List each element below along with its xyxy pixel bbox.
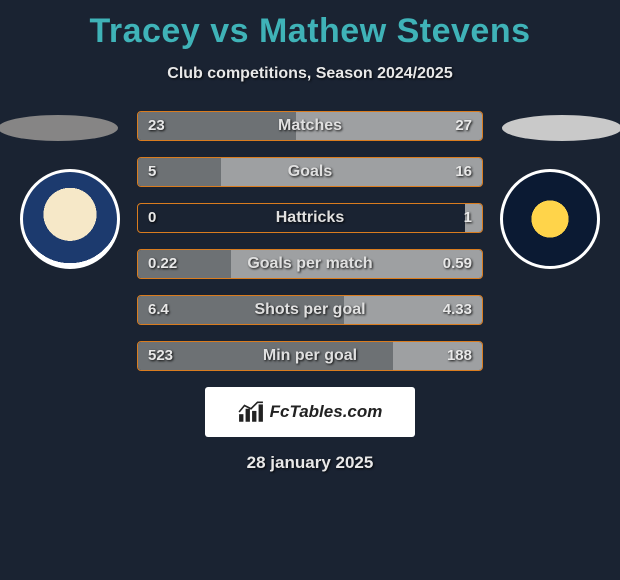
vs-text: vs	[210, 12, 249, 50]
stat-bar: Goals5 16	[137, 157, 483, 187]
subtitle: Club competitions, Season 2024/2025	[0, 65, 620, 83]
page-title: Tracey vs Mathew Stevens	[0, 0, 620, 51]
player1-name: Tracey	[89, 12, 200, 50]
bar-label: Goals	[138, 158, 482, 186]
bar-label: Matches	[138, 112, 482, 140]
bar-label: Shots per goal	[138, 296, 482, 324]
club-badge-right	[500, 169, 600, 269]
watermark: FcTables.com	[205, 387, 415, 437]
stat-bar: Hattricks0 1	[137, 203, 483, 233]
bar-value-right: 27	[445, 112, 482, 140]
chart-icon	[238, 401, 264, 423]
stat-bar: Matches23 27	[137, 111, 483, 141]
stat-bars-container: Matches23 27 Goals5 16 Hattricks0 1 Goals per …	[137, 111, 483, 371]
ellipse-right	[502, 115, 620, 141]
player2-name: Mathew Stevens	[259, 12, 531, 50]
date-text: 28 january 2025	[0, 453, 620, 473]
club-badge-left	[20, 169, 120, 269]
bar-value-left: 523	[138, 342, 183, 370]
bar-label: Goals per match	[138, 250, 482, 278]
content-area: Matches23 27 Goals5 16 Hattricks0 1 Goals per …	[0, 111, 620, 473]
bar-value-right: 188	[437, 342, 482, 370]
stat-bar: Goals per match0.22 0.59	[137, 249, 483, 279]
bar-label: Hattricks	[138, 204, 482, 232]
watermark-text: FcTables.com	[270, 402, 383, 422]
bar-value-right: 0.59	[433, 250, 482, 278]
stat-bar: Min per goal523 188	[137, 341, 483, 371]
bar-value-left: 23	[138, 112, 175, 140]
bar-label: Min per goal	[138, 342, 482, 370]
bar-value-left: 6.4	[138, 296, 179, 324]
bar-value-left: 0	[138, 204, 166, 232]
ellipse-left	[0, 115, 118, 141]
bar-value-left: 0.22	[138, 250, 187, 278]
bar-value-right: 1	[454, 204, 482, 232]
bar-value-right: 4.33	[433, 296, 482, 324]
bar-value-right: 16	[445, 158, 482, 186]
bar-value-left: 5	[138, 158, 166, 186]
stat-bar: Shots per goal6.4 4.33	[137, 295, 483, 325]
